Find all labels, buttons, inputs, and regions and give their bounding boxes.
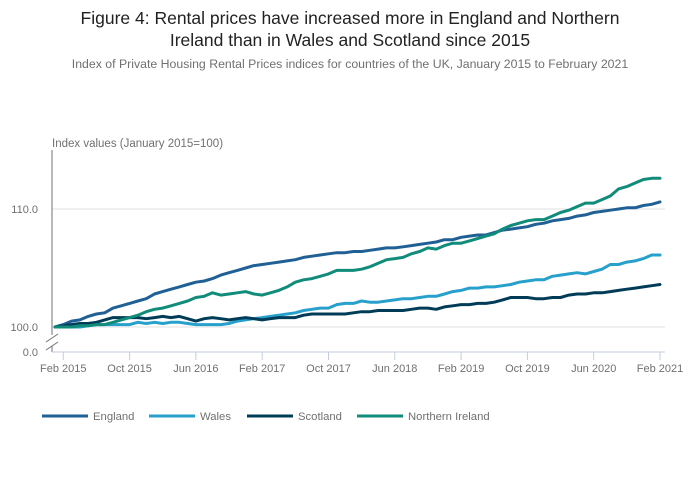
y-axis-label: Index values (January 2015=100) bbox=[52, 138, 223, 150]
x-tick-label: Feb 2021 bbox=[637, 363, 683, 375]
legend-label: Northern Ireland bbox=[408, 411, 490, 423]
y-tick-label: 110.0 bbox=[11, 204, 38, 216]
x-tick-label: Jun 2018 bbox=[372, 363, 417, 375]
legend-item-wales[interactable]: Wales bbox=[149, 411, 231, 423]
legend-label: England bbox=[93, 411, 134, 423]
x-tick-label: Oct 2019 bbox=[505, 363, 550, 375]
axes: 0.0 100.0 110.0 Index values (January 2015=… bbox=[10, 138, 683, 375]
series-lines bbox=[53, 176, 662, 329]
x-tick-label: Feb 2017 bbox=[239, 363, 285, 375]
axis-break-mark bbox=[45, 341, 59, 351]
chart-title-line-2: Ireland than in Wales and Scotland since… bbox=[169, 30, 531, 50]
x-tick-label: Jun 2016 bbox=[173, 363, 218, 375]
x-tick-label: Feb 2015 bbox=[40, 363, 86, 375]
legend: England Wales Scotland Northern Ireland bbox=[42, 411, 490, 423]
x-tick-label: Jun 2020 bbox=[571, 363, 616, 375]
chart-subtitle: Index of Private Housing Rental Prices i… bbox=[71, 57, 629, 71]
y-tick-label: 0.0 bbox=[23, 347, 38, 359]
series-line-northern-ireland bbox=[53, 176, 662, 329]
legend-item-scotland[interactable]: Scotland bbox=[247, 411, 342, 423]
axis-break-mark bbox=[45, 333, 59, 343]
legend-label: Scotland bbox=[298, 411, 342, 423]
x-tick-label: Oct 2017 bbox=[306, 363, 351, 375]
legend-label: Wales bbox=[200, 411, 231, 423]
series-line-scotland bbox=[53, 283, 662, 329]
legend-item-england[interactable]: England bbox=[42, 411, 134, 423]
x-tick-label: Oct 2015 bbox=[107, 363, 152, 375]
series-line-england bbox=[53, 200, 662, 329]
legend-item-northern-ireland[interactable]: Northern Ireland bbox=[357, 411, 490, 423]
chart-title-line-1: Figure 4: Rental prices have increased m… bbox=[80, 8, 620, 28]
x-tick-label: Feb 2019 bbox=[438, 363, 484, 375]
gridlines bbox=[52, 208, 665, 328]
y-tick-label: 100.0 bbox=[10, 322, 38, 334]
series-line-wales bbox=[53, 253, 662, 329]
